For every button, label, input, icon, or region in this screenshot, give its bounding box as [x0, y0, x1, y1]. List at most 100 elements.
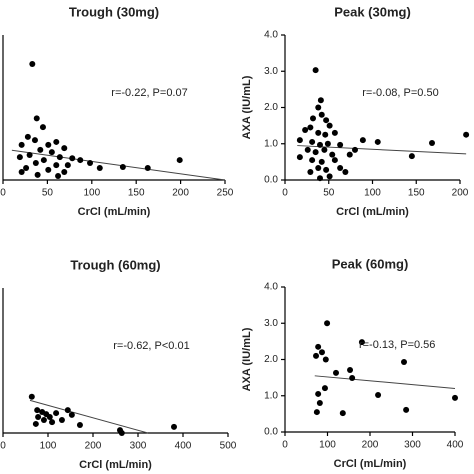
- x-tick-label: 100: [40, 441, 57, 452]
- data-point: [321, 385, 328, 392]
- data-point: [352, 146, 358, 153]
- x-tick-label: 0: [0, 188, 6, 199]
- y-tick-label: 2.0: [264, 354, 278, 365]
- data-point: [331, 157, 338, 164]
- data-point: [403, 406, 410, 413]
- x-tick-label: 400: [447, 440, 464, 451]
- data-point: [324, 320, 331, 327]
- data-point: [318, 158, 325, 165]
- data-point: [53, 138, 60, 145]
- panel-title: Trough (30mg): [69, 4, 159, 19]
- data-point: [408, 153, 415, 160]
- data-point: [53, 162, 60, 169]
- data-point: [31, 137, 38, 144]
- data-point: [307, 124, 314, 131]
- y-tick-label: 3.0: [264, 318, 278, 329]
- data-point: [16, 154, 23, 161]
- data-point: [33, 115, 40, 122]
- data-point: [324, 140, 331, 147]
- data-point: [429, 140, 435, 147]
- data-point: [349, 374, 356, 381]
- data-point: [315, 343, 322, 350]
- data-point: [452, 394, 458, 401]
- x-axis-label: CrCl (mL/min): [78, 206, 151, 218]
- data-point: [35, 414, 42, 421]
- x-tick-label: 300: [130, 441, 147, 452]
- data-point: [317, 97, 324, 104]
- panel-title: Trough (60mg): [70, 257, 160, 272]
- x-axis-label: CrCl (mL/min): [79, 459, 152, 471]
- data-point: [358, 339, 365, 346]
- x-tick-label: 100: [83, 188, 100, 199]
- x-tick-label: 0: [282, 188, 288, 199]
- y-tick-label: 1.0: [264, 138, 278, 149]
- fit-line: [314, 375, 456, 389]
- data-point: [32, 420, 39, 427]
- data-point: [32, 159, 39, 166]
- data-point: [326, 173, 333, 180]
- data-point: [315, 165, 322, 172]
- x-tick-label: 50: [42, 188, 54, 199]
- annotation: r=-0.13, P=0.56: [359, 339, 435, 351]
- annotation: r=-0.62, P<0.01: [113, 340, 189, 352]
- data-point: [64, 162, 71, 169]
- data-point: [312, 67, 319, 74]
- data-point: [329, 151, 336, 158]
- data-point: [49, 419, 56, 426]
- y-tick-label: 4.0: [264, 282, 278, 293]
- data-point: [331, 129, 338, 136]
- data-point: [37, 146, 44, 153]
- data-point: [401, 359, 407, 366]
- y-tick-label: 4.0: [264, 30, 278, 41]
- data-point: [337, 141, 344, 148]
- x-tick-label: 0: [282, 440, 288, 451]
- data-point: [347, 367, 354, 374]
- fit-line: [29, 399, 149, 434]
- data-point: [26, 151, 33, 158]
- x-tick-label: 500: [220, 441, 237, 452]
- data-point: [313, 352, 320, 359]
- data-point: [48, 149, 55, 156]
- y-tick-label: 0.0: [264, 175, 278, 186]
- data-point: [45, 166, 52, 173]
- data-point: [46, 414, 53, 421]
- data-point: [69, 155, 76, 162]
- data-point: [61, 145, 68, 152]
- data-point: [318, 349, 325, 356]
- data-point: [323, 166, 330, 173]
- y-tick-label: 2.0: [264, 102, 278, 113]
- data-point: [326, 122, 333, 129]
- data-point: [58, 416, 65, 423]
- data-point: [323, 117, 330, 124]
- data-point: [315, 390, 322, 397]
- panel-title: Peak (60mg): [332, 256, 409, 271]
- data-point: [55, 173, 62, 180]
- data-point: [23, 165, 30, 172]
- data-point: [18, 169, 25, 176]
- data-point: [307, 169, 314, 176]
- data-point: [317, 141, 323, 148]
- data-point: [56, 154, 63, 161]
- data-point: [321, 146, 328, 153]
- data-point: [24, 133, 31, 140]
- data-point: [76, 422, 83, 429]
- annotation: r=-0.08, P=0.50: [362, 87, 438, 99]
- fit-line: [11, 149, 226, 181]
- data-point: [374, 138, 381, 145]
- data-point: [296, 137, 303, 144]
- x-tick-label: 200: [172, 188, 189, 199]
- data-point: [318, 111, 325, 118]
- data-point: [45, 141, 52, 148]
- data-point: [310, 115, 316, 122]
- y-axis-label: AXA (IU/mL): [241, 75, 253, 139]
- x-tick-label: 50: [323, 188, 335, 199]
- data-point: [304, 146, 311, 153]
- x-axis-label: CrCl (mL/min): [334, 458, 407, 470]
- data-point: [40, 157, 47, 164]
- x-tick-label: 200: [362, 440, 379, 451]
- data-point: [61, 169, 68, 176]
- x-tick-label: 100: [364, 188, 381, 199]
- x-tick-label: 400: [175, 441, 192, 452]
- data-point: [144, 165, 151, 172]
